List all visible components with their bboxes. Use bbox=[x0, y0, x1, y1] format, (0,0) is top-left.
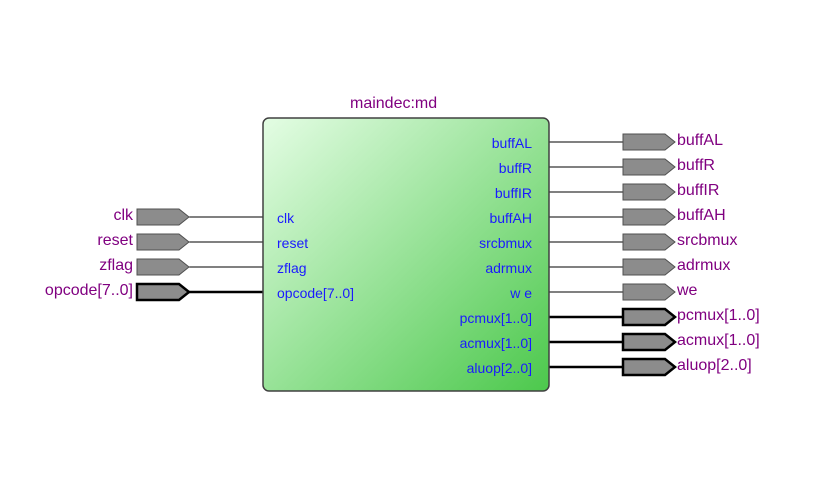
output-pin-aluop-2-0[interactable] bbox=[621, 357, 678, 377]
output-port-label: buffAH bbox=[489, 210, 532, 226]
output-port-label: aluop[2..0] bbox=[466, 360, 532, 376]
input-port-label: zflag bbox=[277, 260, 307, 276]
block-title: maindec:md bbox=[350, 95, 438, 112]
output-pin-label: srcbmux bbox=[677, 232, 738, 249]
output-pin-buffal[interactable] bbox=[622, 133, 676, 151]
output-pin-label: pcmux[1..0] bbox=[677, 307, 760, 324]
input-pin-clk[interactable] bbox=[136, 208, 190, 226]
output-port-label: buffR bbox=[498, 160, 532, 176]
input-pin-label: opcode[7..0] bbox=[44, 282, 133, 299]
maindec-block[interactable] bbox=[262, 117, 550, 392]
input-pin-label: clk bbox=[113, 207, 133, 224]
output-pin-pcmux-1-0[interactable] bbox=[621, 307, 678, 327]
output-port-label: srcbmux bbox=[479, 235, 532, 251]
input-port-label: reset bbox=[277, 235, 309, 251]
input-port-label: opcode[7..0] bbox=[277, 285, 355, 301]
output-pin-buffah[interactable] bbox=[622, 208, 676, 226]
output-pin-label: buffR bbox=[677, 157, 715, 174]
input-pin-reset[interactable] bbox=[136, 233, 190, 251]
output-pin-label: buffIR bbox=[677, 182, 720, 199]
output-port-label: adrmux bbox=[485, 260, 532, 276]
input-pin-label: zflag bbox=[99, 257, 133, 274]
output-port-label: buffIR bbox=[494, 185, 532, 201]
output-port-label: pcmux[1..0] bbox=[459, 310, 532, 326]
output-pin-srcbmux[interactable] bbox=[622, 233, 676, 251]
output-pin-label: we bbox=[677, 282, 698, 299]
pins-group bbox=[135, 133, 678, 377]
input-pin-zflag[interactable] bbox=[136, 258, 190, 276]
output-pin-acmux-1-0[interactable] bbox=[621, 332, 678, 352]
output-pin-buffr[interactable] bbox=[622, 158, 676, 176]
output-pin-adrmux[interactable] bbox=[622, 258, 676, 276]
input-pin-label: reset bbox=[97, 232, 133, 249]
output-pin-buffir[interactable] bbox=[622, 183, 676, 201]
output-pin-label: buffAH bbox=[677, 207, 726, 224]
output-pin-label: aluop[2..0] bbox=[677, 357, 752, 374]
output-port-label: w e bbox=[510, 285, 532, 301]
output-port-label: acmux[1..0] bbox=[459, 335, 532, 351]
wires-group bbox=[189, 141, 623, 369]
output-port-label: buffAL bbox=[491, 135, 532, 151]
output-pin-label: acmux[1..0] bbox=[677, 332, 760, 349]
input-pin-opcode-7-0[interactable] bbox=[135, 282, 192, 302]
output-pin-label: adrmux bbox=[677, 257, 731, 274]
output-pin-we[interactable] bbox=[622, 283, 676, 301]
input-port-label: clk bbox=[277, 210, 295, 226]
output-pin-label: buffAL bbox=[677, 132, 723, 149]
